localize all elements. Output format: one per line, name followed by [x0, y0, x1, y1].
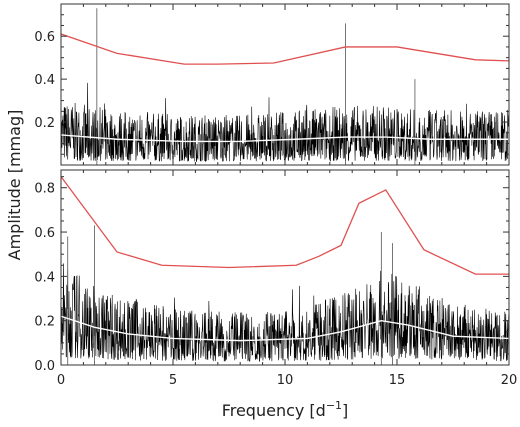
y-tick-label: 0.8	[34, 182, 55, 197]
y-tick-label: 0.4	[34, 270, 55, 285]
x-tick-label: 15	[389, 373, 406, 388]
threshold-line	[60, 33, 510, 65]
smoothed-noise-line	[60, 134, 509, 143]
y-tick-label: 0.2	[34, 116, 55, 131]
x-axis-label-superscript: −1	[326, 399, 342, 412]
spectrum-line	[60, 82, 510, 163]
top-panel: 0.2 0.4 0.6	[34, 3, 510, 166]
top-panel-ticks: 0.2 0.4 0.6	[34, 4, 510, 165]
x-tick-label: 5	[169, 373, 177, 388]
top-plot-area	[60, 8, 510, 165]
y-tick-label: 0.6	[34, 226, 55, 241]
x-axis-label-main: Frequency [d	[222, 401, 326, 420]
spectrum-line	[60, 263, 510, 363]
x-axis-label-end: ]	[342, 401, 348, 420]
bottom-panel-ticks: 0.0 0.2 0.4 0.6 0.8 0 5 10 15 20	[34, 170, 517, 388]
y-axis-label: Amplitude [mmag]	[5, 110, 24, 261]
bottom-panel: 0.0 0.2 0.4 0.6 0.8 0 5 10 15 20	[34, 169, 517, 388]
smoothed-noise-line	[60, 315, 510, 342]
y-tick-label: 0.4	[34, 73, 55, 88]
x-tick-label: 10	[277, 373, 294, 388]
x-tick-label: 0	[57, 373, 65, 388]
y-tick-label: 0.6	[34, 30, 55, 45]
bottom-plot-area	[60, 176, 510, 365]
x-tick-label: 20	[501, 373, 518, 388]
y-tick-label: 0.0	[34, 359, 55, 374]
y-tick-label: 0.2	[34, 315, 55, 330]
threshold-line	[60, 176, 509, 275]
x-axis-label: Frequency [d−1]	[222, 399, 349, 420]
